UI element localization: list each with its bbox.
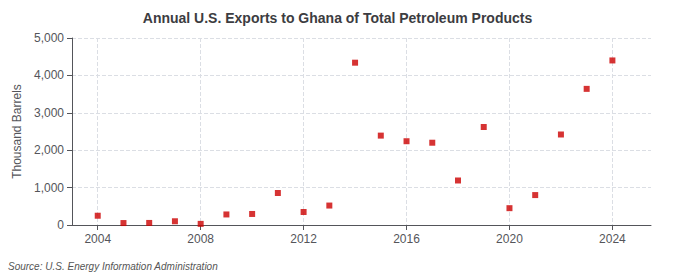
svg-text:4,000: 4,000 (34, 68, 64, 82)
svg-text:Thousand Barrels: Thousand Barrels (10, 84, 24, 179)
svg-text:0: 0 (57, 218, 64, 232)
svg-text:2,000: 2,000 (34, 143, 64, 157)
svg-text:2020: 2020 (496, 232, 523, 246)
svg-text:1,000: 1,000 (34, 181, 64, 195)
svg-text:3,000: 3,000 (34, 106, 64, 120)
svg-text:5,000: 5,000 (34, 31, 64, 45)
svg-text:2012: 2012 (290, 232, 317, 246)
svg-text:Source: U.S. Energy Informatio: Source: U.S. Energy Information Administ… (8, 261, 218, 272)
svg-text:Annual U.S. Exports to Ghana o: Annual U.S. Exports to Ghana of Total Pe… (143, 10, 533, 26)
svg-text:2024: 2024 (599, 232, 626, 246)
svg-text:2016: 2016 (393, 232, 420, 246)
svg-text:2008: 2008 (187, 232, 214, 246)
svg-text:2004: 2004 (84, 232, 111, 246)
